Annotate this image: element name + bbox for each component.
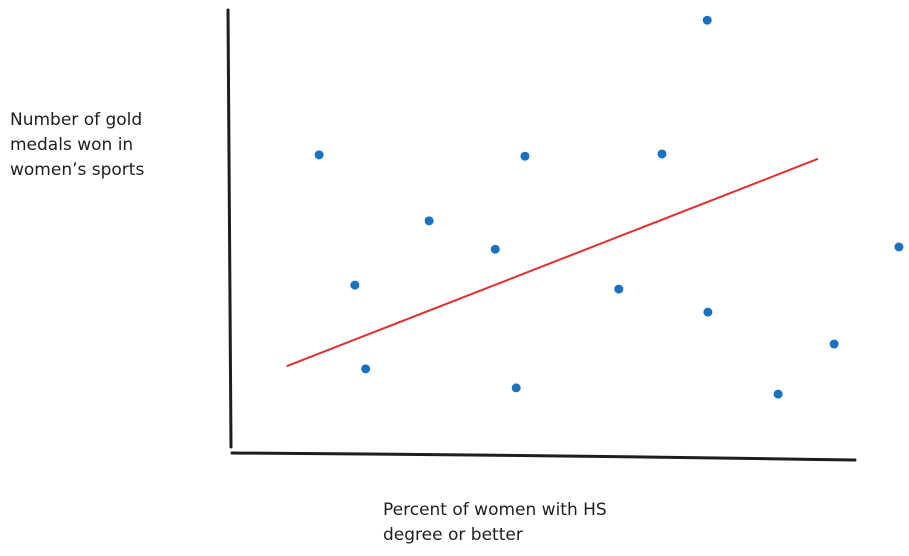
point	[894, 242, 904, 252]
point	[350, 280, 360, 290]
y-axis	[226, 8, 233, 449]
y-axis-label: women’s sports	[10, 160, 144, 180]
x-axis-label: Percent of women with HS	[383, 500, 607, 520]
y-axis-label: Number of gold	[10, 110, 142, 130]
point	[361, 364, 371, 374]
point	[657, 149, 667, 159]
point	[511, 383, 521, 393]
x-axis-label: degree or better	[383, 525, 523, 545]
point	[703, 307, 713, 317]
point	[773, 389, 783, 399]
point	[424, 216, 434, 226]
trend-line	[286, 157, 819, 368]
point	[520, 151, 530, 161]
y-axis-label: medals won in	[10, 135, 133, 155]
point	[614, 284, 624, 294]
point	[829, 339, 839, 349]
x-axis	[230, 451, 857, 462]
point	[702, 15, 712, 25]
point	[314, 150, 324, 160]
point	[490, 244, 500, 254]
